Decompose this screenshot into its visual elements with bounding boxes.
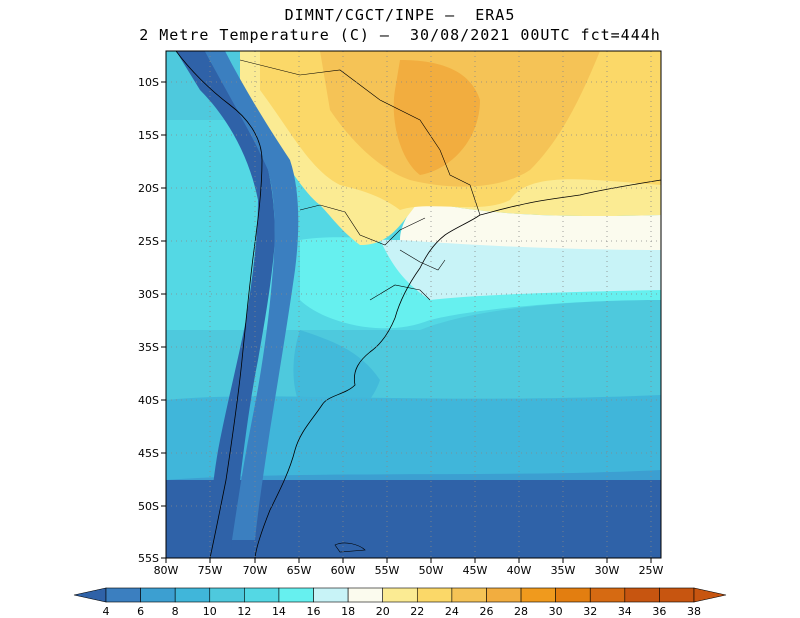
colorbar-label: 20 <box>376 605 390 618</box>
lat-label: 40S <box>138 394 159 407</box>
colorbar-swatch <box>347 587 384 603</box>
lat-label: 35S <box>138 341 159 354</box>
colorbar-swatch <box>140 587 176 603</box>
lon-label: 75W <box>198 564 223 577</box>
colorbar-over-arrow <box>693 587 727 603</box>
lon-label: 45W <box>463 564 488 577</box>
colorbar-label: 10 <box>203 605 217 618</box>
lat-label: 25S <box>138 235 159 248</box>
colorbar-label: 36 <box>652 605 666 618</box>
colorbar-label: 16 <box>307 605 321 618</box>
colorbar-swatch <box>486 587 522 603</box>
colorbar-swatch <box>209 587 245 603</box>
colorbar-label: 12 <box>237 605 251 618</box>
colorbar-label: 32 <box>583 605 597 618</box>
lon-label: 35W <box>551 564 576 577</box>
colorbar-label: 30 <box>549 605 563 618</box>
lat-label: 30S <box>138 288 159 301</box>
lat-label: 20S <box>138 182 159 195</box>
lat-label: 45S <box>138 447 159 460</box>
colorbar-label: 26 <box>479 605 493 618</box>
map-frame <box>165 50 662 559</box>
lat-label: 50S <box>138 500 159 513</box>
lon-label: 80W <box>154 564 179 577</box>
colorbar-swatch <box>659 587 695 603</box>
colorbar-label: 28 <box>514 605 528 618</box>
colorbar-swatch <box>105 587 141 603</box>
colorbar-swatch <box>278 587 314 603</box>
lat-label: 15S <box>138 129 159 142</box>
colorbar-swatch <box>416 587 453 603</box>
lon-label: 60W <box>331 564 356 577</box>
lon-label: 65W <box>287 564 312 577</box>
lon-label: 30W <box>595 564 620 577</box>
colorbar-swatch <box>555 587 591 603</box>
colorbar-label: 18 <box>341 605 355 618</box>
colorbar-swatch <box>520 587 556 603</box>
colorbar-label: 4 <box>103 605 110 618</box>
colorbar-label: 34 <box>618 605 632 618</box>
colorbar: 4 6 8 10 12 14 16 18 20 22 24 26 28 30 32 34 36 38 <box>73 587 727 618</box>
lon-label: 50W <box>419 564 444 577</box>
colorbar-label: 38 <box>687 605 701 618</box>
lat-label: 55S <box>138 552 159 565</box>
colorbar-swatch <box>174 587 211 603</box>
colorbar-swatch <box>451 587 487 603</box>
lat-label: 10S <box>138 76 159 89</box>
colorbar-label: 14 <box>272 605 286 618</box>
colorbar-label: 22 <box>410 605 424 618</box>
temperature-field <box>166 51 661 558</box>
colorbar-swatch <box>624 587 660 603</box>
lon-label: 25W <box>639 564 664 577</box>
colorbar-under-arrow <box>73 587 107 603</box>
colorbar-label: 8 <box>172 605 179 618</box>
colorbar-swatch <box>382 587 418 603</box>
colorbar-swatch <box>244 587 280 603</box>
title-line-2: 2 Metre Temperature (C) – 30/08/2021 00U… <box>139 26 661 44</box>
colorbar-label: 6 <box>137 605 144 618</box>
lon-label: 70W <box>243 564 268 577</box>
colorbar-swatch <box>313 587 349 603</box>
lon-label: 55W <box>375 564 400 577</box>
colorbar-swatch <box>589 587 626 603</box>
title-line-1: DIMNT/CGCT/INPE – ERA5 <box>284 6 516 24</box>
axis-ticks <box>161 81 652 563</box>
colorbar-label: 24 <box>445 605 459 618</box>
lon-label: 40W <box>507 564 532 577</box>
